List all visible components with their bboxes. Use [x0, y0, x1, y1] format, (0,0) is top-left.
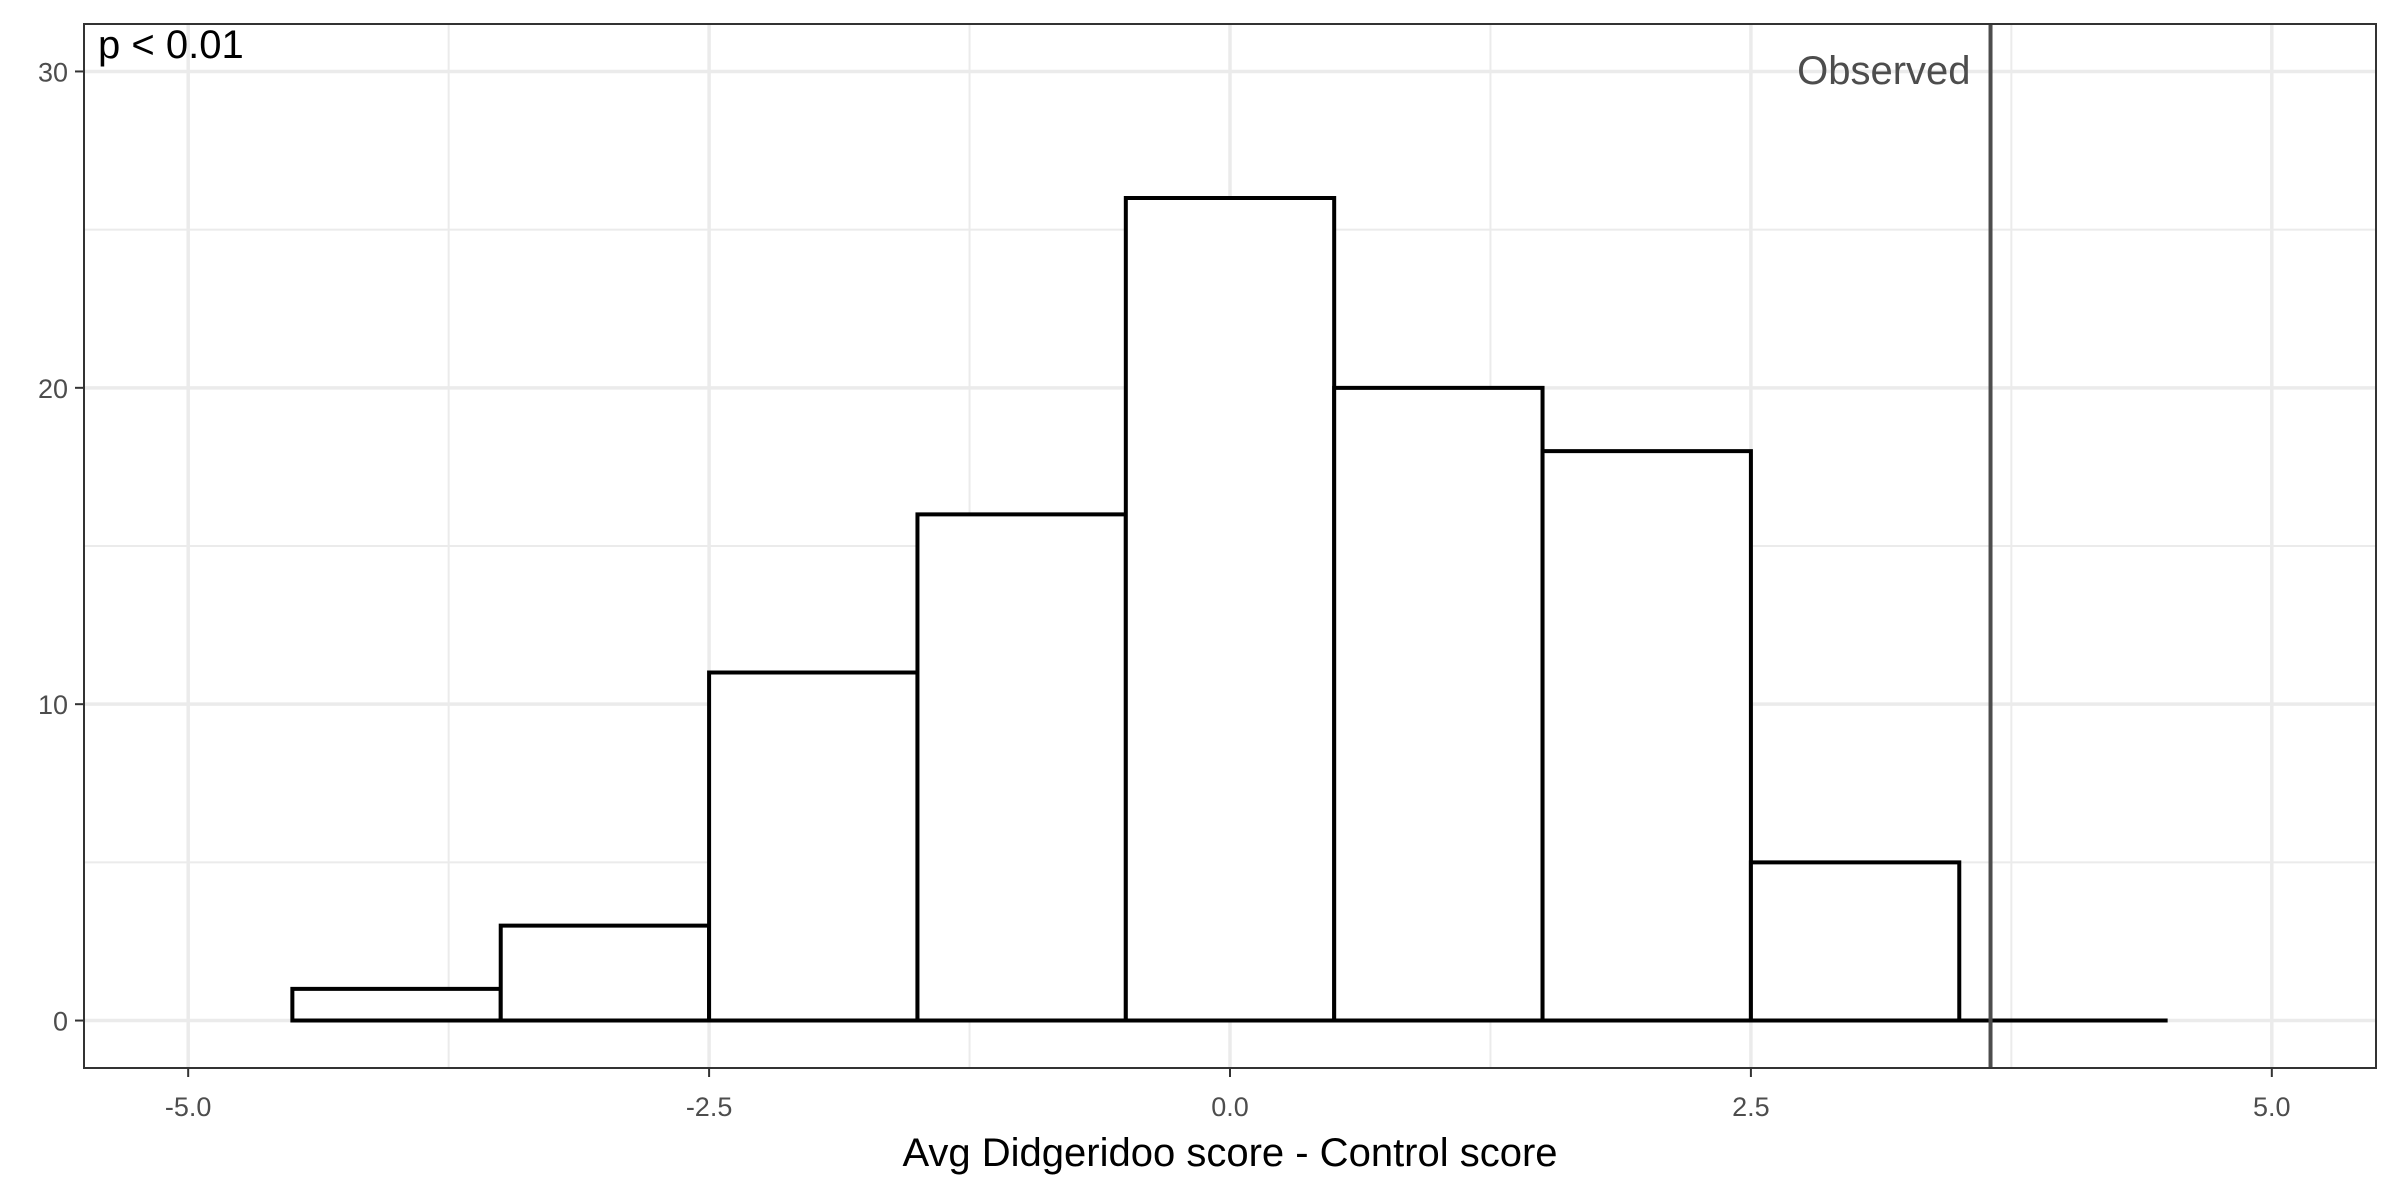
histogram-bar	[1123, 196, 1337, 1023]
x-tick-label: 5.0	[2253, 1092, 2291, 1122]
histogram-bar	[498, 923, 712, 1023]
y-tick-label: 30	[38, 57, 68, 87]
histogram-bar	[915, 512, 1128, 1023]
y-axis-ticks: 0 10 20 30	[38, 57, 84, 1037]
y-tick-label: 10	[38, 690, 68, 720]
observed-label: Observed	[1797, 49, 1970, 93]
histogram-bar	[1540, 449, 1753, 1023]
x-axis-ticks: -5.0 -2.5 0.0 2.5 5.0	[165, 1068, 2291, 1122]
histogram-bars	[290, 196, 2168, 1023]
histogram-bar	[290, 986, 503, 1023]
x-axis-title: Avg Didgeridoo score - Control score	[902, 1131, 1557, 1175]
x-tick-label: -5.0	[165, 1092, 212, 1122]
histogram-bar	[707, 670, 920, 1023]
histogram-bar	[1748, 860, 1962, 1023]
x-tick-label: 0.0	[1211, 1092, 1249, 1122]
y-tick-label: 20	[38, 374, 68, 404]
histogram-bar	[1332, 385, 1545, 1023]
y-tick-label: 0	[53, 1007, 68, 1037]
x-tick-label: 2.5	[1732, 1092, 1770, 1122]
x-tick-label: -2.5	[686, 1092, 733, 1122]
p-value-annotation: p < 0.01	[98, 23, 244, 67]
